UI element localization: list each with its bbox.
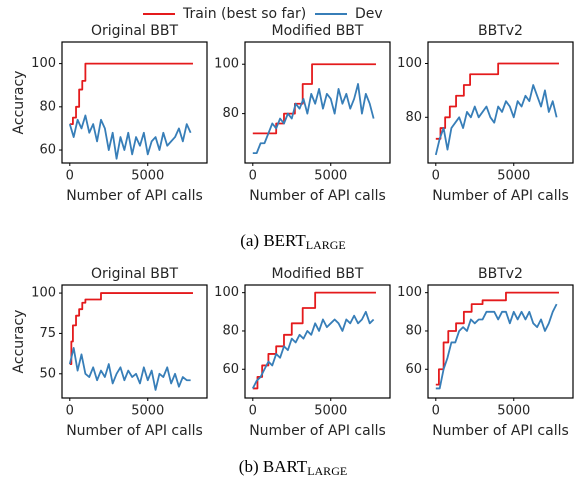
y-tick-label: 80 bbox=[222, 106, 239, 121]
data-line bbox=[434, 84, 558, 156]
subplot-title: Modified BBT bbox=[272, 266, 364, 282]
y-tick-label: 100 bbox=[31, 286, 56, 301]
y-tick-label: 80 bbox=[39, 99, 56, 114]
data-line bbox=[251, 310, 375, 389]
x-axis-label: Number of API calls bbox=[432, 188, 569, 204]
x-axis-label: Number of API calls bbox=[432, 423, 569, 439]
x-tick-label: 5000 bbox=[497, 169, 530, 184]
y-axis-label: Accuracy bbox=[11, 310, 27, 374]
subplot-title: BBTv2 bbox=[478, 23, 523, 39]
y-tick-label: 75 bbox=[39, 326, 56, 341]
x-tick-label: 5000 bbox=[314, 169, 347, 184]
subplot-title: Modified BBT bbox=[272, 23, 364, 39]
x-tick-label: 5000 bbox=[131, 404, 164, 419]
x-tick-label: 0 bbox=[249, 404, 257, 419]
x-tick-label: 0 bbox=[66, 404, 74, 419]
data-line bbox=[68, 114, 192, 160]
x-axis-label: Number of API calls bbox=[66, 423, 203, 439]
caption: (b) BARTLARGE bbox=[239, 457, 347, 478]
x-tick-label: 0 bbox=[66, 169, 74, 184]
subplot-title: BBTv2 bbox=[478, 266, 523, 282]
y-tick-label: 60 bbox=[39, 143, 56, 158]
y-tick-label: 100 bbox=[214, 57, 239, 72]
plot-area bbox=[244, 284, 391, 399]
y-tick-label: 100 bbox=[397, 285, 422, 300]
y-tick-label: 50 bbox=[39, 366, 56, 381]
caption-text: (a) BERT bbox=[240, 231, 306, 250]
caption-subscript: LARGE bbox=[307, 464, 347, 478]
y-tick-label: 60 bbox=[222, 362, 239, 377]
x-tick-label: 0 bbox=[249, 169, 257, 184]
y-tick-label: 80 bbox=[222, 323, 239, 338]
y-tick-label: 100 bbox=[397, 56, 422, 71]
legend-label: Dev bbox=[355, 6, 383, 22]
caption-subscript: LARGE bbox=[306, 238, 346, 252]
subplot-title: Original BBT bbox=[91, 23, 178, 39]
y-tick-label: 80 bbox=[405, 323, 422, 338]
plot-area bbox=[244, 41, 391, 164]
caption: (a) BERTLARGE bbox=[240, 231, 346, 252]
x-axis-label: Number of API calls bbox=[249, 423, 386, 439]
data-line bbox=[252, 83, 375, 155]
legend-label: Train (best so far) bbox=[182, 6, 306, 22]
y-tick-label: 80 bbox=[405, 110, 422, 125]
caption-text: (b) BART bbox=[239, 457, 308, 476]
data-line bbox=[69, 292, 193, 365]
subplot-title: Original BBT bbox=[91, 266, 178, 282]
data-line bbox=[68, 347, 191, 391]
x-tick-label: 0 bbox=[432, 404, 440, 419]
plot-area bbox=[427, 41, 574, 164]
x-tick-label: 5000 bbox=[497, 404, 530, 419]
plot-area bbox=[427, 284, 574, 399]
y-axis-label: Accuracy bbox=[11, 71, 27, 135]
x-tick-label: 5000 bbox=[131, 169, 164, 184]
y-tick-label: 100 bbox=[214, 285, 239, 300]
x-axis-label: Number of API calls bbox=[249, 188, 386, 204]
x-tick-label: 5000 bbox=[314, 404, 347, 419]
y-tick-label: 100 bbox=[31, 56, 56, 71]
x-tick-label: 0 bbox=[432, 169, 440, 184]
y-tick-label: 60 bbox=[405, 362, 422, 377]
x-axis-label: Number of API calls bbox=[66, 188, 203, 204]
data-line bbox=[435, 303, 558, 390]
data-line bbox=[69, 62, 193, 126]
